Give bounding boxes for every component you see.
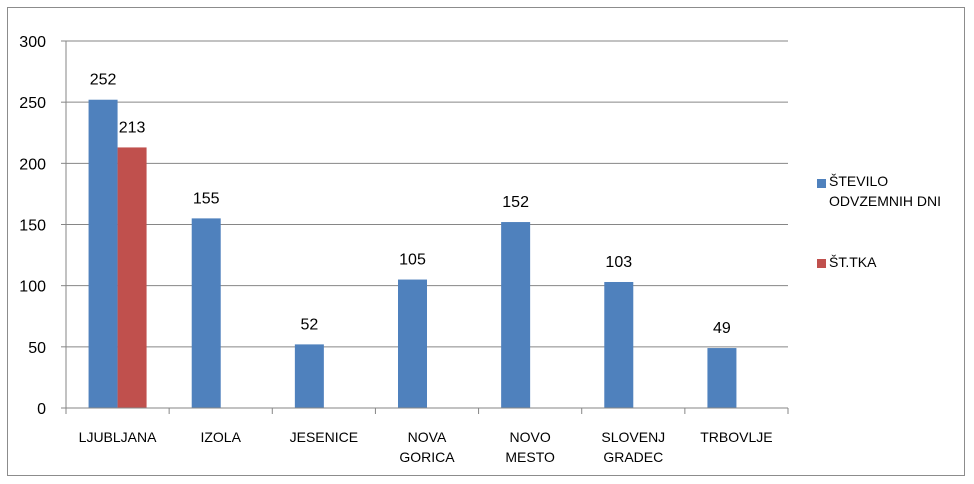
data-label: 49 xyxy=(713,320,731,337)
y-tick-label: 200 xyxy=(19,156,46,173)
legend-swatch xyxy=(817,179,826,188)
bar xyxy=(398,279,427,408)
bar xyxy=(88,99,118,408)
data-labels: 252 213 155 52 105 152 103 49 xyxy=(90,72,731,337)
gridlines xyxy=(66,40,788,348)
x-category-label: SLOVENJ xyxy=(601,429,665,445)
legend-swatch xyxy=(817,259,826,268)
y-tick-label: 50 xyxy=(28,340,46,357)
legend-label: ŠT.TKA xyxy=(829,254,877,270)
y-tick-label: 150 xyxy=(19,218,46,235)
x-category-label: NOVO xyxy=(510,429,551,445)
data-label: 252 xyxy=(90,72,117,89)
axes xyxy=(61,40,789,414)
y-tick-label: 250 xyxy=(19,95,46,112)
x-category-label: MESTO xyxy=(505,449,555,465)
x-category-label: GRADEC xyxy=(603,449,663,465)
bar xyxy=(191,218,221,408)
y-axis-tick-labels: 0 50 100 150 200 250 300 xyxy=(19,34,46,418)
bar xyxy=(707,348,737,408)
bar xyxy=(604,281,634,408)
legend-label: ŠTEVILO xyxy=(829,173,888,189)
data-label: 52 xyxy=(300,316,318,333)
chart-frame xyxy=(7,7,965,476)
legend: ŠTEVILO ODVZEMNIH DNI ŠT.TKA xyxy=(817,173,941,270)
y-tick-label: 300 xyxy=(19,34,46,51)
y-tick-label: 0 xyxy=(37,401,46,418)
x-category-label: IZOLA xyxy=(200,429,241,445)
x-category-label: NOVA xyxy=(408,429,447,445)
bar xyxy=(117,147,147,408)
data-label: 103 xyxy=(605,254,632,271)
x-category-label: JESENICE xyxy=(290,429,358,445)
bar xyxy=(501,222,531,408)
x-category-label: TRBOVLJE xyxy=(700,429,772,445)
x-axis-category-labels: LJUBLJANA IZOLA JESENICE NOVA GORICA NOVO MEST… xyxy=(79,429,773,465)
x-category-label: LJUBLJANA xyxy=(79,429,157,445)
bars xyxy=(88,99,737,408)
data-label: 155 xyxy=(193,190,220,207)
data-label: 152 xyxy=(502,194,529,211)
data-label: 213 xyxy=(119,119,146,136)
legend-label: ODVZEMNIH DNI xyxy=(829,193,941,209)
bar xyxy=(294,344,324,408)
y-tick-label: 100 xyxy=(19,279,46,296)
x-category-label: GORICA xyxy=(399,449,455,465)
data-label: 105 xyxy=(399,252,426,269)
